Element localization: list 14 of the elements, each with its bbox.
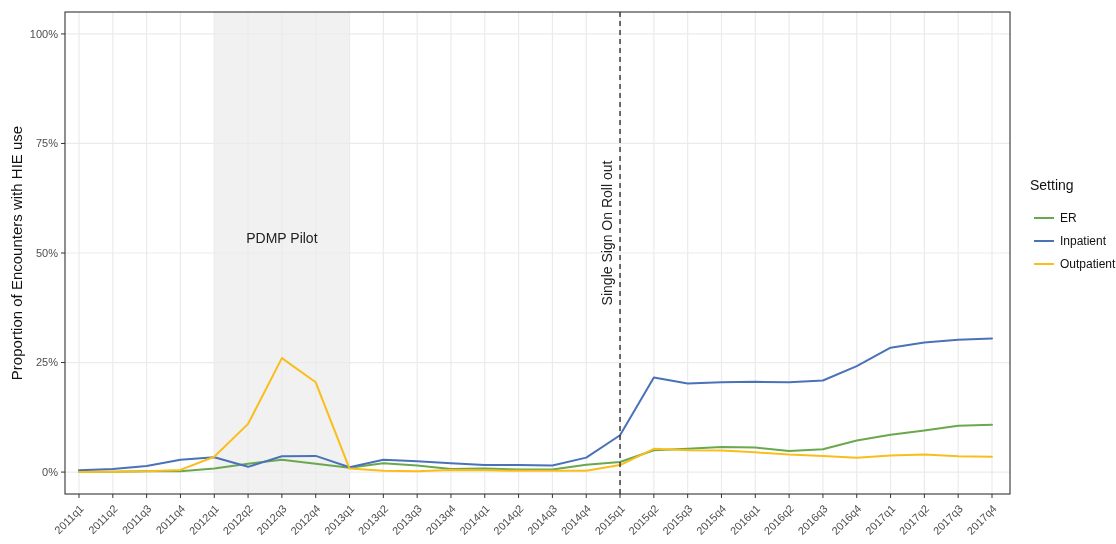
legend-label: Outpatient (1060, 257, 1116, 272)
legend-label: ER (1060, 211, 1077, 226)
legend-title: Setting (1030, 177, 1074, 193)
y-tick-label: 75% (35, 137, 59, 150)
line-series (78, 337, 993, 472)
y-tick-label: 100% (29, 27, 59, 40)
band-label: PDMP Pilot (246, 230, 318, 246)
ref-line-label: Single Sign On Roll out (599, 160, 616, 306)
legend-label: Inpatient (1060, 234, 1107, 249)
y-axis-title: Proportion of Encounters with HIE use (8, 125, 25, 381)
y-tick-label: 25% (35, 356, 59, 369)
y-tick-label: 50% (35, 246, 59, 259)
line-series (78, 357, 993, 474)
y-tick-label: 0% (42, 465, 59, 478)
